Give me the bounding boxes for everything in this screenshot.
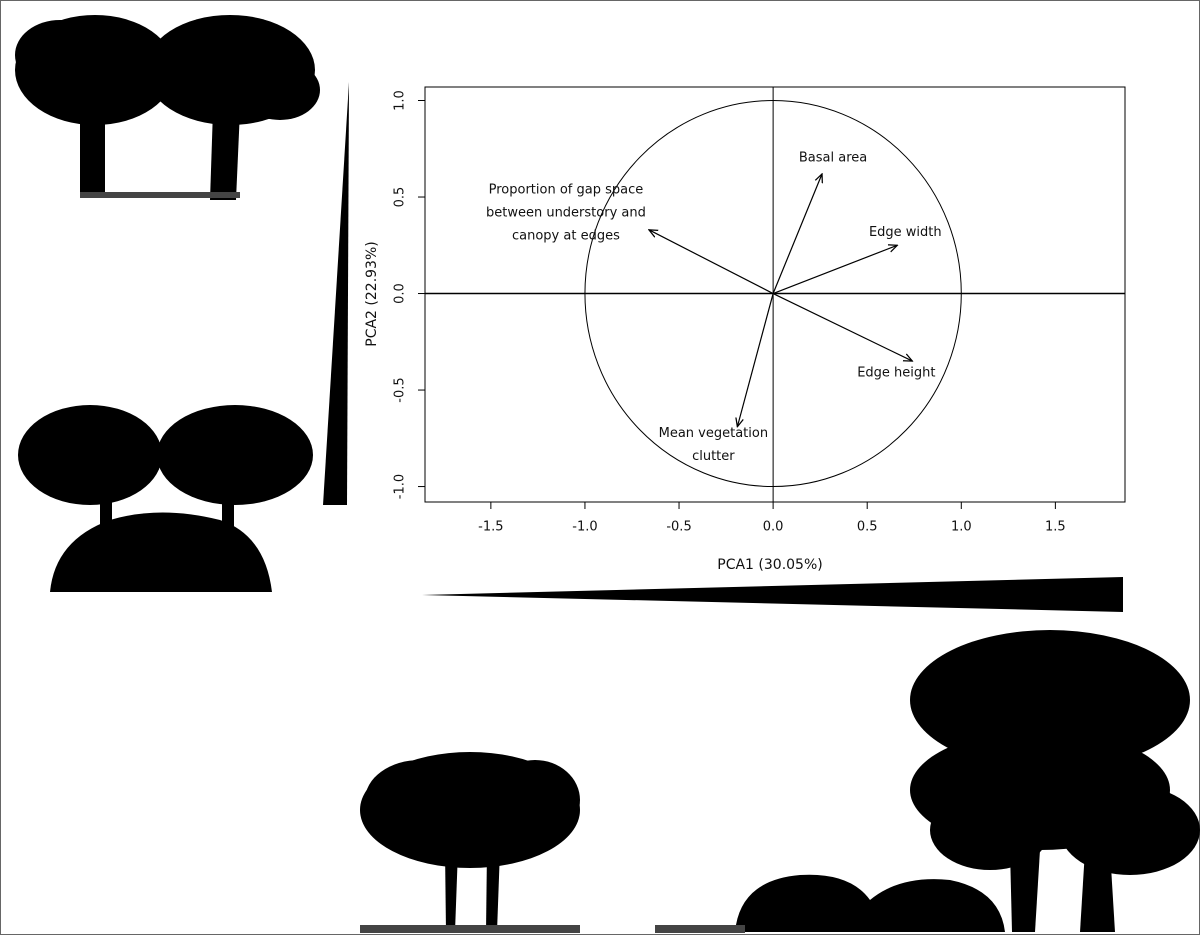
tree-top-left (15, 15, 320, 200)
vector-label: Mean vegetation (659, 426, 768, 441)
y-tick-label: -0.5 (393, 377, 408, 402)
vector-label: canopy at edges (512, 228, 620, 243)
x-gradient-wedge (422, 577, 1123, 612)
loading-arrow (737, 293, 774, 427)
x-tick-label: 1.5 (1045, 520, 1066, 535)
x-tick-label: -1.0 (572, 520, 597, 535)
y-axis-title: PCA2 (22.93%) (364, 241, 380, 346)
tree-bottom-right (655, 630, 1200, 933)
y-tick-label: -1.0 (393, 474, 408, 499)
x-axis-title: PCA1 (30.05%) (717, 557, 822, 573)
y-tick-label: 0.5 (393, 187, 408, 208)
y-gradient-wedge (323, 82, 349, 505)
loading-arrow (772, 292, 912, 362)
y-tick-label: 0.0 (393, 283, 408, 304)
x-tick-label: -1.5 (478, 520, 503, 535)
plot-box (424, 86, 1126, 503)
x-tick-label: 0.5 (857, 520, 878, 535)
vector-label: between understory and (486, 205, 646, 220)
y-tick-label: 1.0 (393, 90, 408, 111)
x-tick-label: 0.0 (763, 520, 784, 535)
tree-middle-left (18, 405, 313, 592)
x-tick-label: 1.0 (951, 520, 972, 535)
vector-label: clutter (692, 449, 735, 464)
loading-arrow (772, 245, 897, 295)
unit-circle (584, 100, 962, 488)
loading-arrow (772, 174, 822, 294)
vector-label: Edge width (869, 225, 942, 240)
loading-arrow (649, 230, 774, 295)
vector-label: Basal area (799, 150, 867, 165)
tree-bottom-middle (360, 752, 580, 933)
vector-label: Proportion of gap space (489, 182, 644, 197)
x-tick-label: -0.5 (666, 520, 691, 535)
vector-label: Edge height (857, 366, 935, 381)
plot: -1.5 -1.0 -0.5 0.0 0.5 1.0 1.5 -1.0 -0.5 0.0 0.5 1.… (393, 87, 1125, 535)
